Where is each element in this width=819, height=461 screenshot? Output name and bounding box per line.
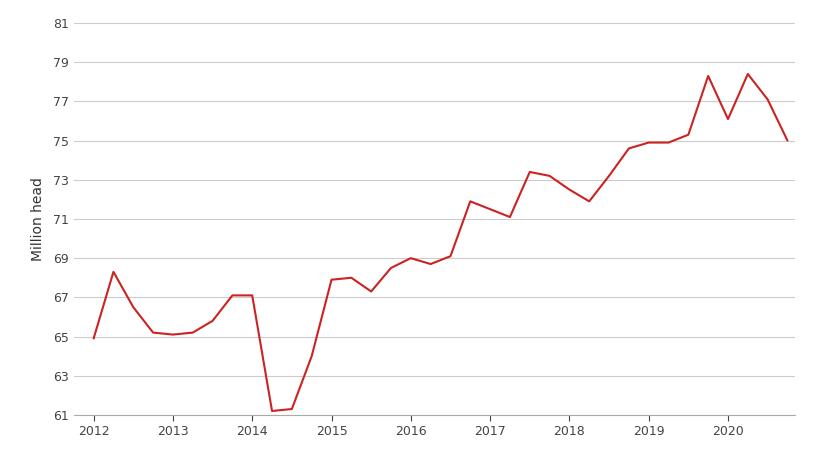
Y-axis label: Million head: Million head (30, 177, 44, 261)
